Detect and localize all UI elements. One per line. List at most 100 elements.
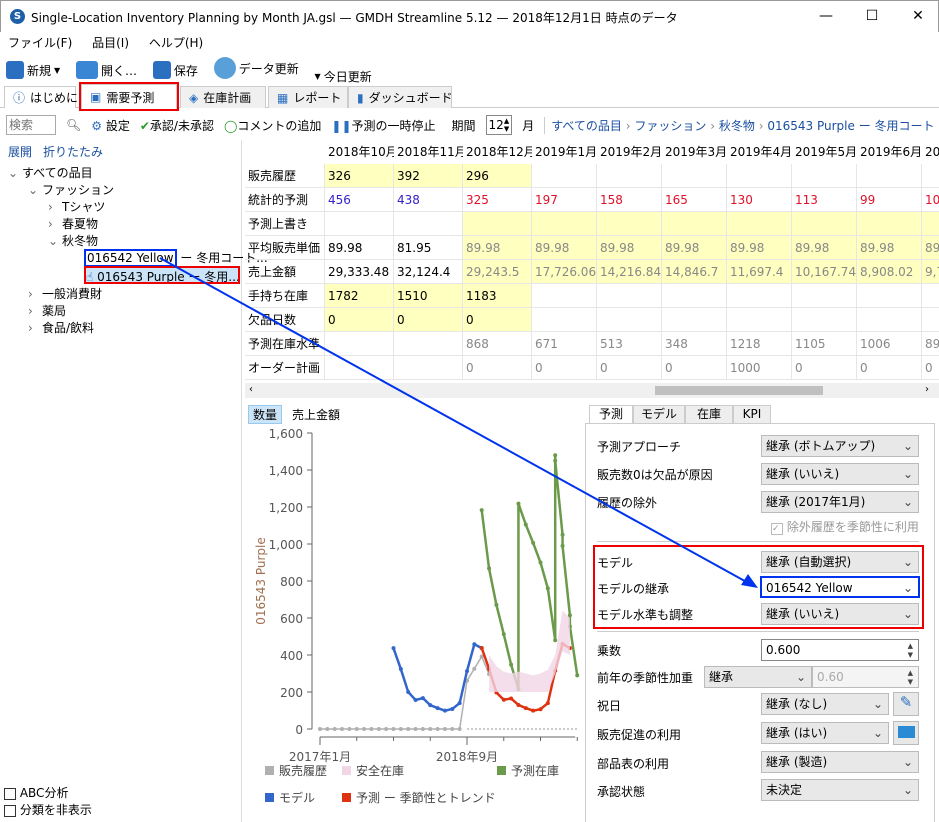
- grid-cell[interactable]: [922, 212, 939, 236]
- refresh-data-button[interactable]: データ更新: [208, 53, 305, 83]
- tree-node-016543-purple[interactable]: ☝ 016543 Purple ー 冬用...: [84, 266, 240, 284]
- promotion-select[interactable]: 継承 (はい) ⌄: [761, 722, 889, 744]
- grid-cell[interactable]: [857, 164, 922, 188]
- grid-cell[interactable]: [532, 164, 597, 188]
- pause-forecast-button[interactable]: ❚❚予測の一時停止: [331, 117, 435, 134]
- period-stepper[interactable]: 12 ▲ ▼: [485, 115, 513, 135]
- promotions-button[interactable]: [893, 721, 919, 745]
- grid-cell[interactable]: [792, 212, 857, 236]
- grid-cell[interactable]: [597, 284, 662, 308]
- panel-tab-model[interactable]: モデル: [633, 405, 685, 424]
- grid-cell[interactable]: 671: [532, 332, 597, 356]
- panel-tab-kpi[interactable]: KPI: [733, 405, 771, 424]
- grid-cell[interactable]: 8,908.02: [857, 260, 922, 284]
- zero-sales-select[interactable]: 継承 (いいえ) ⌄: [761, 463, 919, 485]
- grid-cell[interactable]: 89.98: [325, 236, 394, 260]
- update-today-button[interactable]: ▼ 今日更新: [309, 64, 378, 89]
- grid-cell[interactable]: 0: [394, 308, 463, 332]
- grid-cell[interactable]: [857, 308, 922, 332]
- approach-select[interactable]: 継承 (ボトムアップ) ⌄: [761, 435, 919, 457]
- approve-button[interactable]: ✔承認/未承認: [140, 117, 214, 134]
- grid-cell[interactable]: 0: [532, 356, 597, 380]
- grid-cell[interactable]: 9,7: [922, 260, 939, 284]
- grid-cell[interactable]: [922, 284, 939, 308]
- grid-cell[interactable]: 113: [792, 188, 857, 212]
- grid-cell[interactable]: [394, 212, 463, 236]
- grid-cell[interactable]: 197: [532, 188, 597, 212]
- approval-select[interactable]: 未決定 ⌄: [761, 779, 919, 801]
- grid-cell[interactable]: 1000: [727, 356, 792, 380]
- grid-cell[interactable]: [857, 284, 922, 308]
- grid-cell[interactable]: 0: [857, 356, 922, 380]
- tree-node-pharmacy[interactable]: › 薬局: [28, 302, 66, 319]
- model-inherit-select[interactable]: 016542 Yellow ⌄: [760, 576, 920, 598]
- tab-getting-started[interactable]: ⓘ はじめに: [4, 86, 78, 108]
- tab-demand-forecast[interactable]: ▣ 需要予測: [79, 82, 179, 111]
- grid-cell[interactable]: 0: [597, 356, 662, 380]
- grid-cell[interactable]: [662, 308, 727, 332]
- grid-cell[interactable]: 1006: [857, 332, 922, 356]
- grid-cell[interactable]: 89.98: [532, 236, 597, 260]
- tree-node-tshirts[interactable]: › Tシャツ: [48, 198, 105, 215]
- grid-cell[interactable]: 1782: [325, 284, 394, 308]
- maximize-button[interactable]: ☐: [865, 8, 879, 24]
- tree-node-autumn-winter[interactable]: ⌄ 秋冬物: [48, 232, 98, 249]
- grid-cell[interactable]: [394, 356, 463, 380]
- edit-holidays-button[interactable]: ✎: [893, 692, 919, 716]
- menu-file[interactable]: ファイル(F): [8, 36, 73, 50]
- grid-cell[interactable]: 0: [463, 308, 532, 332]
- grid-cell[interactable]: 89.98: [727, 236, 792, 260]
- grid-cell[interactable]: 32,124.4: [394, 260, 463, 284]
- grid-cell[interactable]: 81.95: [394, 236, 463, 260]
- bom-select[interactable]: 継承 (製造) ⌄: [761, 751, 919, 773]
- grid-cell[interactable]: 0: [325, 308, 394, 332]
- grid-cell[interactable]: 14,216.84: [597, 260, 662, 284]
- grid-cell[interactable]: [662, 284, 727, 308]
- grid-cell[interactable]: 1218: [727, 332, 792, 356]
- grid-cell[interactable]: 89.98: [857, 236, 922, 260]
- grid-cell[interactable]: 456: [325, 188, 394, 212]
- grid-cell[interactable]: 868: [463, 332, 532, 356]
- grid-cell[interactable]: [662, 164, 727, 188]
- tree-node-016542-yellow[interactable]: 016542 Yellow ー 冬用コート...: [84, 249, 268, 267]
- panel-tab-forecast[interactable]: 予測: [589, 405, 633, 424]
- seasonal-weight-select[interactable]: 継承 ⌄: [704, 666, 812, 688]
- grid-cell[interactable]: [727, 212, 792, 236]
- grid-horizontal-scrollbar[interactable]: ‹ ›: [245, 383, 939, 398]
- grid-cell[interactable]: 326: [325, 164, 394, 188]
- grid-cell[interactable]: [727, 308, 792, 332]
- grid-cell[interactable]: [922, 164, 939, 188]
- grid-cell[interactable]: [532, 284, 597, 308]
- breadcrumb-item[interactable]: 秋冬物: [718, 118, 755, 133]
- grid-cell[interactable]: 89.98: [463, 236, 532, 260]
- panel-tab-inventory[interactable]: 在庫: [685, 405, 733, 424]
- hide-classification-checkbox[interactable]: 分類を非表示: [4, 801, 92, 818]
- grid-cell[interactable]: 89.98: [792, 236, 857, 260]
- tree-node-consumer-goods[interactable]: › 一般消費財: [28, 285, 102, 302]
- tree-node-food[interactable]: › 食品/飲料: [28, 319, 94, 336]
- expand-all-link[interactable]: 展開: [8, 145, 33, 159]
- collapse-all-link[interactable]: 折りたたみ: [43, 145, 104, 159]
- add-comment-button[interactable]: ◯コメントの追加: [224, 117, 321, 134]
- grid-cell[interactable]: 29,243.5: [463, 260, 532, 284]
- exclude-history-select[interactable]: 継承 (2017年1月) ⌄: [761, 491, 919, 513]
- grid-cell[interactable]: 438: [394, 188, 463, 212]
- search-input[interactable]: [6, 115, 56, 135]
- grid-cell[interactable]: 14,846.7: [662, 260, 727, 284]
- grid-cell[interactable]: 130: [727, 188, 792, 212]
- grid-cell[interactable]: 513: [597, 332, 662, 356]
- grid-cell[interactable]: 0: [922, 356, 939, 380]
- menu-item[interactable]: 品目(I): [92, 36, 130, 50]
- grid-cell[interactable]: 0: [463, 356, 532, 380]
- grid-cell[interactable]: 10: [922, 188, 939, 212]
- abc-analysis-checkbox[interactable]: ABC分析: [4, 784, 68, 801]
- breadcrumb-item[interactable]: ファッション: [634, 118, 707, 133]
- grid-cell[interactable]: 0: [662, 356, 727, 380]
- grid-cell[interactable]: 392: [394, 164, 463, 188]
- close-button[interactable]: ✕: [912, 8, 924, 24]
- grid-cell[interactable]: [394, 332, 463, 356]
- grid-cell[interactable]: 89: [922, 332, 939, 356]
- grid-cell[interactable]: [792, 164, 857, 188]
- minimize-button[interactable]: —: [819, 8, 833, 24]
- grid-cell[interactable]: 1510: [394, 284, 463, 308]
